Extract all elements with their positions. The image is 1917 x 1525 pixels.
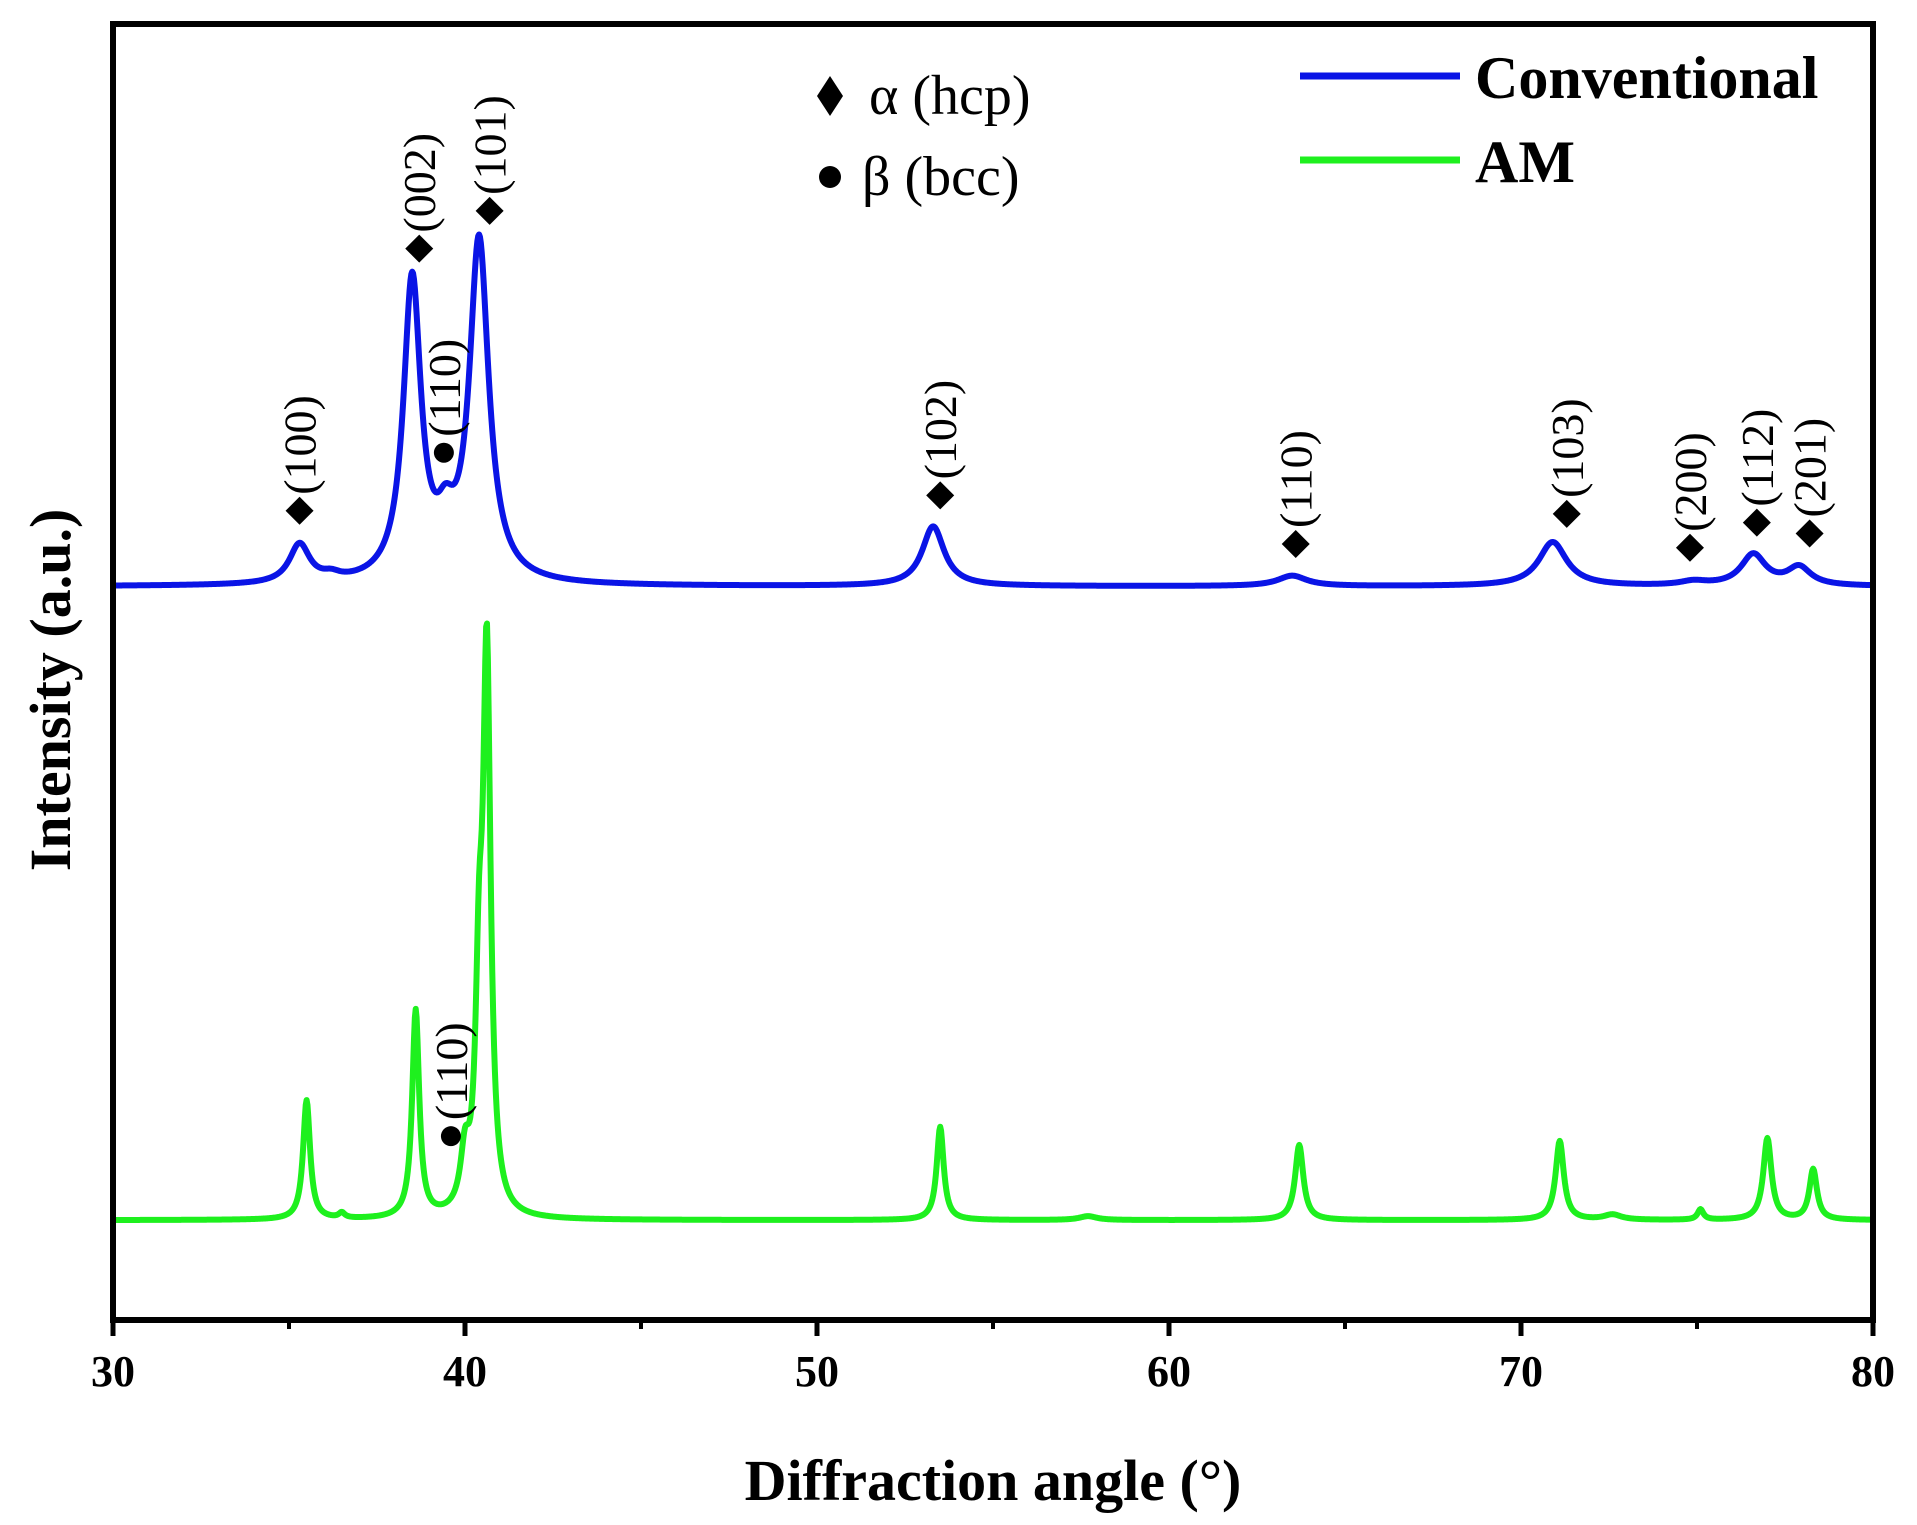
peak-marker-alpha-conventional-1 bbox=[405, 234, 434, 263]
legend-label-conventional: Conventional bbox=[1475, 45, 1818, 111]
phase-legend-circle-marker bbox=[819, 166, 841, 188]
peak-label-conventional-0: (100) bbox=[275, 395, 326, 495]
y-axis-title: Intensity (a.u.) bbox=[18, 509, 83, 872]
x-tick-label-70: 70 bbox=[1499, 1347, 1543, 1396]
annotation-layer: (100) (002) (110) (101) (102) (110) (103) (200)… bbox=[275, 95, 1836, 1147]
phase-legend-alpha-label: α (hcp) bbox=[869, 65, 1031, 127]
peak-marker-alpha-conventional-4 bbox=[926, 481, 955, 510]
peak-marker-alpha-conventional-9 bbox=[1795, 519, 1824, 548]
peak-label-conventional-7: (200) bbox=[1665, 432, 1716, 532]
peak-marker-alpha-conventional-6 bbox=[1552, 499, 1581, 528]
series-line-conventional bbox=[110, 231, 1876, 589]
peak-label-conventional-2: (110) bbox=[419, 339, 470, 437]
peak-label-conventional-5: (110) bbox=[1271, 430, 1322, 528]
tick-layer: 30 40 50 60 70 80 bbox=[91, 1320, 1895, 1396]
peak-label-am-0: (110) bbox=[426, 1022, 477, 1120]
x-tick-label-40: 40 bbox=[443, 1347, 487, 1396]
x-axis-title: Diffraction angle (°) bbox=[745, 1448, 1242, 1513]
peak-marker-beta-conventional-2 bbox=[433, 442, 454, 463]
peak-marker-beta-am-0 bbox=[440, 1126, 461, 1147]
peak-label-conventional-9: (201) bbox=[1785, 418, 1836, 518]
peak-label-conventional-8: (112) bbox=[1732, 409, 1783, 507]
x-tick-label-50: 50 bbox=[795, 1347, 839, 1396]
series-layer bbox=[110, 231, 1876, 1223]
phase-legend-diamond-marker bbox=[817, 76, 843, 116]
phase-legend: α (hcp) β (bcc) bbox=[817, 65, 1031, 208]
peak-label-conventional-3: (101) bbox=[465, 95, 516, 195]
x-tick-label-80: 80 bbox=[1851, 1347, 1895, 1396]
peak-marker-alpha-conventional-8 bbox=[1742, 508, 1771, 537]
peak-label-conventional-4: (102) bbox=[915, 380, 966, 480]
phase-legend-beta-label: β (bcc) bbox=[862, 146, 1020, 208]
peak-label-conventional-1: (002) bbox=[394, 133, 445, 233]
series-line-am bbox=[110, 620, 1876, 1223]
legend-label-am: AM bbox=[1475, 129, 1575, 195]
peak-marker-alpha-conventional-5 bbox=[1281, 530, 1310, 559]
x-tick-label-60: 60 bbox=[1147, 1347, 1191, 1396]
series-legend: Conventional AM bbox=[1300, 45, 1818, 195]
peak-marker-alpha-conventional-3 bbox=[475, 196, 504, 225]
peak-marker-alpha-conventional-7 bbox=[1675, 533, 1704, 562]
peak-label-conventional-6: (103) bbox=[1542, 398, 1593, 498]
peak-marker-alpha-conventional-0 bbox=[285, 496, 314, 525]
x-tick-label-30: 30 bbox=[91, 1347, 135, 1396]
